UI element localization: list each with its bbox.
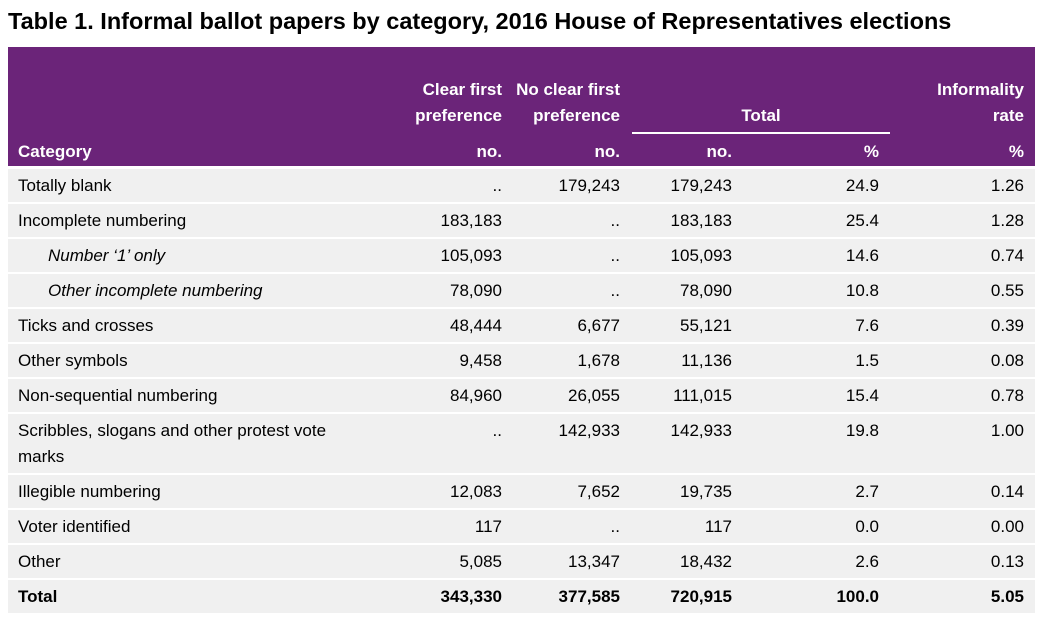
cell-value: 0.00: [990, 517, 1024, 536]
row-label: Other symbols: [18, 351, 128, 370]
cell-value: 377,585: [558, 587, 620, 606]
cell-value: 10.8: [845, 281, 879, 300]
row-label: Incomplete numbering: [18, 211, 187, 230]
cell-value: 183,183: [670, 211, 732, 230]
cell-value: 111,015: [673, 386, 732, 405]
row-label: Total: [18, 587, 58, 606]
row-label: Ticks and crosses: [18, 316, 154, 335]
cell-value: 15.4: [845, 386, 879, 405]
table-body: Totally blank.. 179,243 179,243 24.9 1.26 Inc…: [8, 169, 1035, 615]
row-label: Illegible numbering: [18, 482, 161, 501]
column-header: Total: [741, 106, 781, 125]
table-row: Other incomplete numbering 78,090.. 78,090…: [8, 274, 1035, 307]
row-label: Other: [18, 552, 61, 571]
cell-value: 55,121: [680, 316, 732, 335]
cell-value: ..: [492, 421, 502, 440]
table-title: Table 1. Informal ballot papers by categ…: [8, 8, 952, 34]
table-row: Incomplete numbering 183,183.. 183,183 25.4…: [8, 204, 1035, 237]
cell-value: 25.4: [845, 211, 879, 230]
table-header: Clear first preference No clear first pr…: [8, 47, 1035, 166]
cell-value: 105,093: [440, 246, 502, 265]
cell-value: ..: [610, 281, 620, 300]
cell-value: 11,136: [681, 351, 732, 370]
cell-value: 0.78: [990, 386, 1024, 405]
cell-value: 0.0: [855, 517, 879, 536]
cell-value: ..: [610, 517, 620, 536]
cell-value: 12,083: [450, 482, 502, 501]
cell-value: 24.9: [845, 176, 879, 195]
table-row: Other 5,085 13,347 18,432 2.6 0.13: [8, 545, 1035, 578]
cell-value: 0.55: [990, 281, 1024, 300]
cell-value: 0.08: [990, 351, 1024, 370]
cell-value: 179,243: [670, 176, 732, 195]
cell-value: 6,677: [577, 316, 620, 335]
row-label: Totally blank: [18, 176, 112, 195]
cell-value: 7.6: [855, 316, 879, 335]
cell-value: 1.26: [990, 176, 1024, 195]
cell-value: 19.8: [845, 421, 879, 440]
table-row: Voter identified 117.. 117 0.0 0.00: [8, 510, 1035, 543]
cell-value: 84,960: [450, 386, 502, 405]
table-row: Total 343,330 377,585 720,915 100.0 5.05: [8, 580, 1035, 613]
unit-label: no.: [706, 142, 733, 161]
unit-label: %: [1008, 142, 1024, 161]
cell-value: ..: [610, 211, 620, 230]
table-row: Illegible numbering 12,083 7,652 19,735 2.7 0…: [8, 475, 1035, 508]
cell-value: 179,243: [558, 176, 620, 195]
cell-value: 5,085: [459, 552, 502, 571]
cell-value: 9,458: [459, 351, 502, 370]
cell-value: ..: [492, 176, 502, 195]
row-label: Non-sequential numbering: [18, 386, 218, 405]
cell-value: 0.13: [990, 552, 1024, 571]
column-header: Clear first preference: [415, 80, 502, 125]
cell-value: 720,915: [670, 587, 732, 606]
header-rule: [632, 132, 890, 134]
table-row: Other symbols 9,458 1,678 11,136 1.5 0.08: [8, 344, 1035, 377]
cell-value: 1.00: [990, 421, 1024, 440]
table-row: Non-sequential numbering 84,960 26,055 111,…: [8, 379, 1035, 412]
column-header: Informality rate: [937, 80, 1024, 125]
cell-value: 142,933: [670, 421, 732, 440]
unit-label: no.: [594, 142, 621, 161]
cell-value: 19,735: [680, 482, 732, 501]
table-row: Totally blank.. 179,243 179,243 24.9 1.26: [8, 169, 1035, 202]
cell-value: 2.6: [855, 552, 879, 571]
cell-value: 0.39: [990, 316, 1024, 335]
table-row: Number ‘1’ only 105,093.. 105,093 14.6 0.74: [8, 239, 1035, 272]
row-label: Voter identified: [18, 517, 131, 536]
cell-value: 48,444: [450, 316, 502, 335]
cell-value: 142,933: [558, 421, 620, 440]
cell-value: 105,093: [670, 246, 732, 265]
cell-value: 78,090: [680, 281, 732, 300]
column-header: No clear first preference: [516, 80, 620, 125]
row-label: Number ‘1’ only: [48, 246, 166, 265]
cell-value: 0.14: [990, 482, 1024, 501]
cell-value: 26,055: [568, 386, 620, 405]
cell-value: 2.7: [855, 482, 879, 501]
cell-value: 7,652: [577, 482, 620, 501]
row-label: Scribbles, slogans and other protest vot…: [18, 421, 327, 466]
cell-value: 1,678: [577, 351, 620, 370]
cell-value: 117: [474, 517, 502, 536]
unit-label: Category: [18, 142, 92, 161]
unit-label: no.: [476, 142, 503, 161]
cell-value: 5.05: [990, 587, 1024, 606]
row-label: Other incomplete numbering: [48, 281, 263, 300]
table-row: Scribbles, slogans and other protest vot…: [8, 414, 1035, 473]
cell-value: 78,090: [450, 281, 502, 300]
cell-value: 14.6: [845, 246, 879, 265]
cell-value: 117: [704, 517, 732, 536]
unit-label: %: [863, 142, 879, 161]
cell-value: 0.74: [990, 246, 1024, 265]
cell-value: ..: [610, 246, 620, 265]
cell-value: 13,347: [568, 552, 620, 571]
cell-value: 183,183: [440, 211, 502, 230]
cell-value: 100.0: [836, 587, 879, 606]
cell-value: 1.5: [855, 351, 879, 370]
table-row: Ticks and crosses 48,444 6,677 55,121 7.6 0.3…: [8, 309, 1035, 342]
cell-value: 1.28: [990, 211, 1024, 230]
cell-value: 18,432: [680, 552, 732, 571]
cell-value: 343,330: [440, 587, 502, 606]
